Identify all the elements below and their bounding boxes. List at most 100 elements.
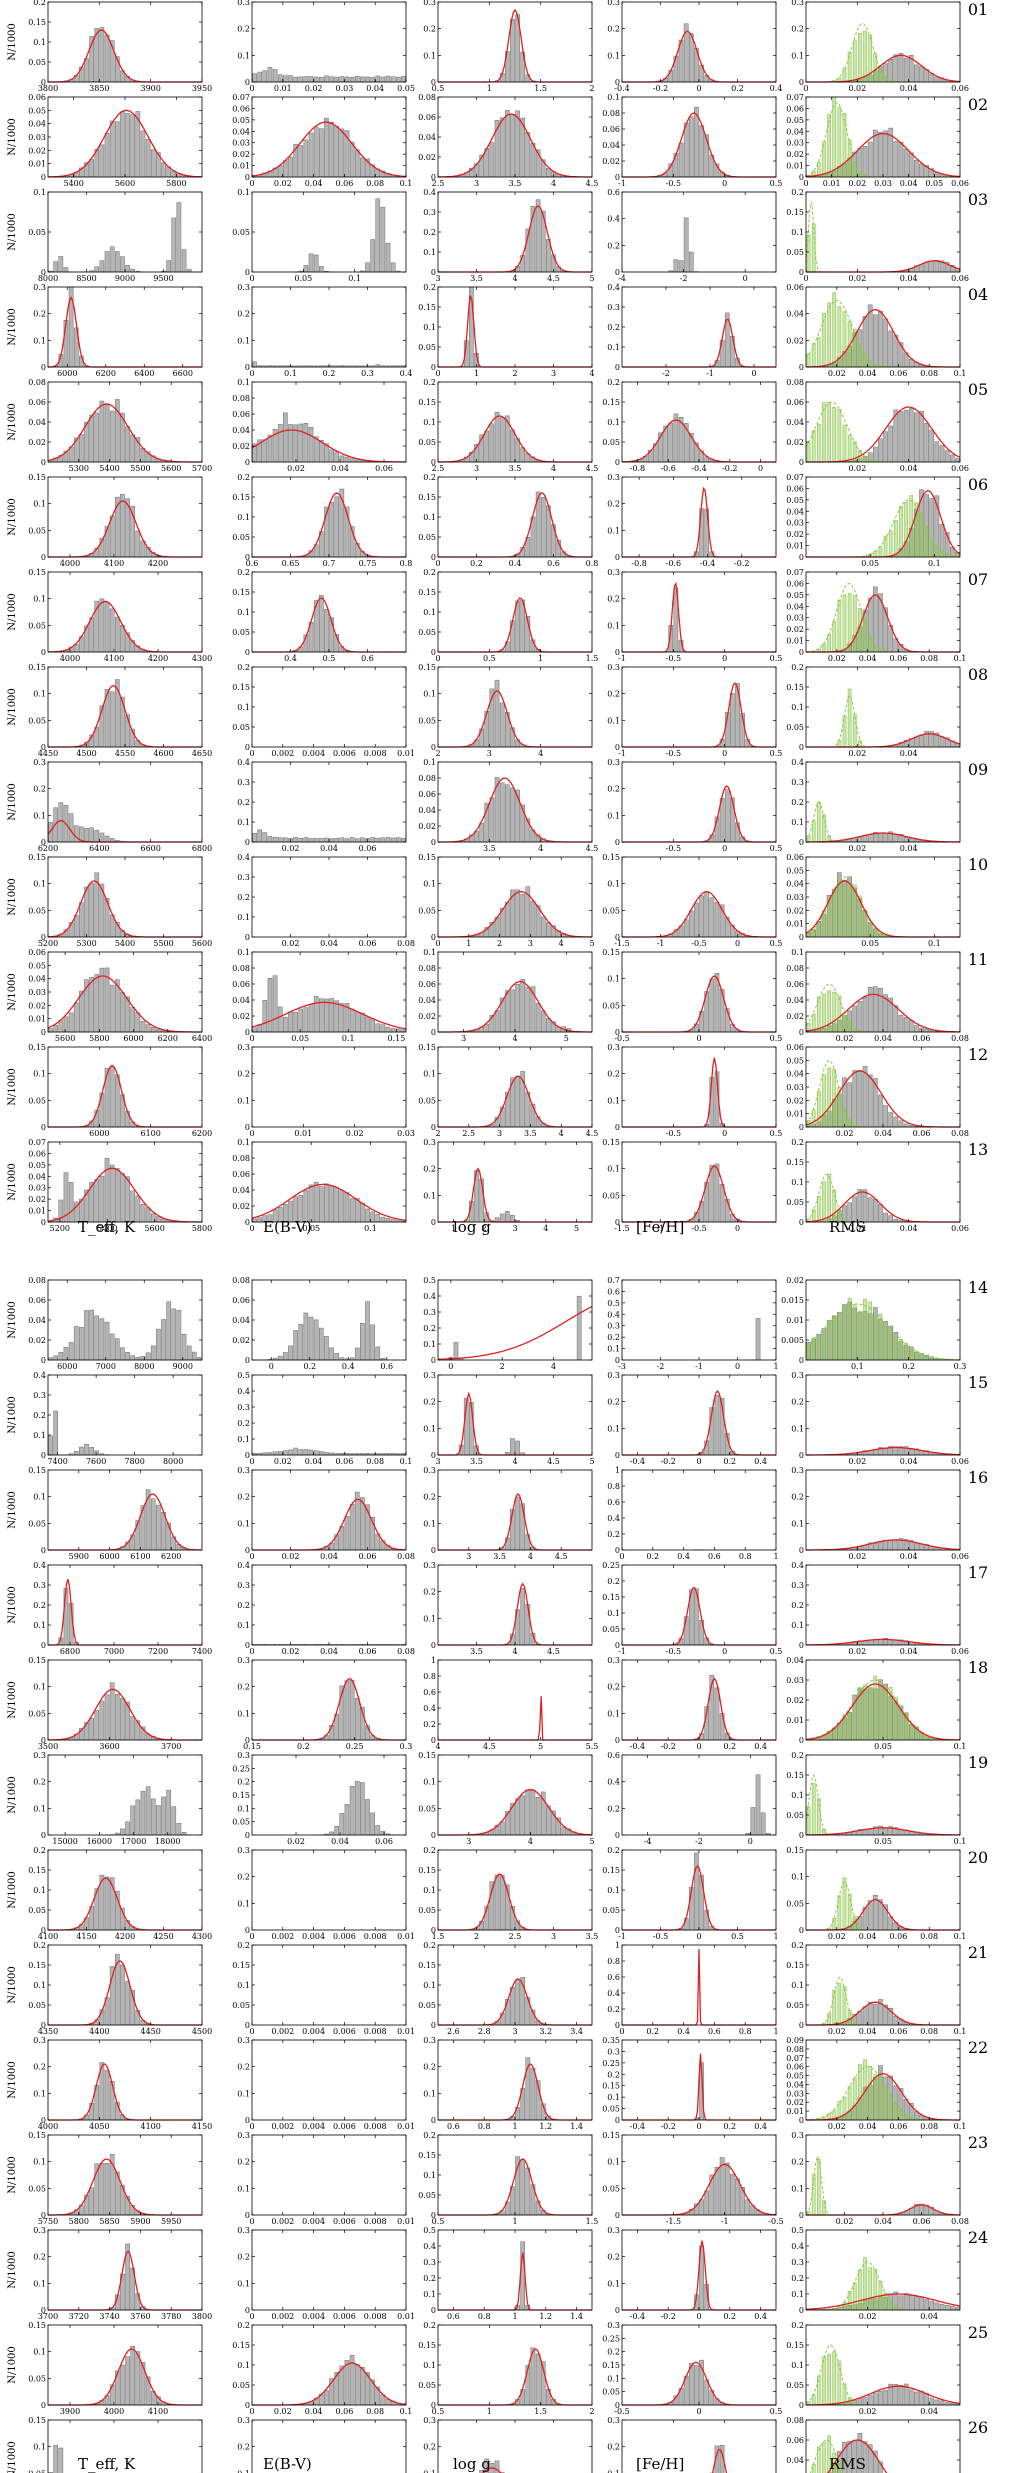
x-tick-label: 7800 <box>124 1457 144 1466</box>
fit-curve <box>252 1678 406 1741</box>
x-tick-label: 3 <box>461 1034 466 1043</box>
y-tick-label: 0 <box>615 1736 620 1745</box>
hist-bar <box>89 1309 94 1361</box>
x-tick-label: 0 <box>722 654 727 663</box>
hist-bar <box>344 456 350 463</box>
y-tick-label: 0.02 <box>786 1096 804 1105</box>
x-tick-label: 0.4 <box>509 559 522 568</box>
y-tick-label: 0.15 <box>28 663 46 672</box>
hist-bar <box>104 132 110 178</box>
panel-frame <box>251 96 407 178</box>
x-tick-label: 0.8 <box>739 1552 752 1561</box>
y-tick-label: 0.04 <box>232 1186 250 1195</box>
hist-bar <box>130 1716 136 1741</box>
x-tick-label: 6000 <box>123 1034 143 1043</box>
green-bar <box>863 30 867 83</box>
x-tick-label: 4250 <box>153 1932 173 1941</box>
y-tick-label: 0 <box>431 1546 436 1555</box>
panel-12-4: -0.5 0 0.500.10.20.3 <box>607 1043 782 1138</box>
fit-curve <box>251 121 407 178</box>
green-bar <box>811 929 816 938</box>
x-tick-label: 1 <box>773 1362 778 1371</box>
hist-bar <box>150 1498 156 1551</box>
hist-bar <box>510 787 515 843</box>
hist-bar <box>334 451 340 463</box>
y-tick-label: 0.5 <box>237 1371 250 1380</box>
y-tick-label: 0.2 <box>607 785 620 794</box>
hist-bar <box>370 77 375 83</box>
x-tick-label: -4 <box>618 274 626 283</box>
hist-bar <box>878 438 883 463</box>
hist-bar <box>104 404 110 463</box>
hist-bar <box>510 1438 515 1456</box>
x-tick-label: 0.1 <box>400 1457 413 1466</box>
hist-bar <box>145 1352 151 1361</box>
y-tick-label: 0 <box>799 838 804 847</box>
panel-frame <box>251 381 407 463</box>
hist-bar <box>135 1195 141 1223</box>
x-tick-label: 6400 <box>134 369 154 378</box>
row-label: 14 <box>968 1278 988 1297</box>
hist-bar <box>852 1070 858 1128</box>
hist-bar <box>313 1450 319 1456</box>
green-bar <box>847 1297 852 1361</box>
hist-bar <box>510 989 515 1033</box>
ylabel: N/1000 <box>7 1586 18 1624</box>
x-tick-label: 0 <box>249 1647 254 1656</box>
hist-bar <box>308 1316 314 1361</box>
row-label: 03 <box>968 190 988 209</box>
y-tick-label: 0.3 <box>607 663 620 672</box>
x-tick-label: 0.02 <box>848 274 866 283</box>
hist-bar <box>354 1347 360 1361</box>
y-tick-label: 0 <box>245 1356 250 1365</box>
x-tick-label: 0 <box>722 179 727 188</box>
hist-bar <box>324 998 329 1033</box>
hist-bar <box>525 1789 531 1836</box>
row-label: 11 <box>968 950 988 969</box>
y-tick-label: 0 <box>431 553 436 562</box>
hist-bar <box>510 114 515 178</box>
y-tick-label: 0 <box>245 1926 250 1935</box>
x-tick-label: 0.02 <box>282 939 300 948</box>
x-tick-label: 1.5 <box>534 84 547 93</box>
y-tick-label: 0.01 <box>28 1015 46 1024</box>
hist-bar <box>929 429 935 463</box>
hist-bar <box>109 1164 115 1223</box>
y-tick-label: 0 <box>41 78 46 87</box>
hist-bar <box>903 57 909 83</box>
hist-bar <box>360 157 365 178</box>
hist-bar <box>288 156 293 178</box>
x-tick-label: 0.004 <box>302 1932 325 1941</box>
y-tick-label: 0.6 <box>607 1751 620 1760</box>
x-tick-label: 0 <box>249 1552 254 1561</box>
x-tick-label: 0.4 <box>400 369 413 378</box>
y-tick-label: 0.1 <box>33 1621 46 1630</box>
y-tick-label: 0 <box>615 268 620 277</box>
y-tick-label: 0.15 <box>418 1043 436 1052</box>
x-tick-label: 4 <box>551 179 556 188</box>
hist-bar <box>704 891 710 938</box>
panel-10-4: -1.5 -1 -0.5 0 0.500.050.10.15 <box>602 853 782 948</box>
green-bar <box>924 1355 929 1361</box>
green-bar <box>858 1310 862 1361</box>
x-tick-label: 4 <box>551 1362 556 1371</box>
x-tick-label: 5500 <box>153 939 173 948</box>
hist-bar <box>546 1805 551 1836</box>
y-tick-label: 0.2 <box>237 568 250 577</box>
x-tick-label: 2 <box>474 1932 479 1941</box>
panel-frame <box>437 1849 593 1931</box>
y-tick-label: 0.1 <box>423 1070 436 1079</box>
y-tick-label: 0.15 <box>602 1866 620 1875</box>
y-tick-label: 0 <box>41 553 46 562</box>
hist-bar <box>176 202 182 273</box>
hist-bar <box>365 1208 370 1223</box>
x-tick-label: 0.04 <box>900 84 918 93</box>
y-tick-label: 0 <box>41 1831 46 1840</box>
x-tick-label: 0.006 <box>333 1932 356 1941</box>
